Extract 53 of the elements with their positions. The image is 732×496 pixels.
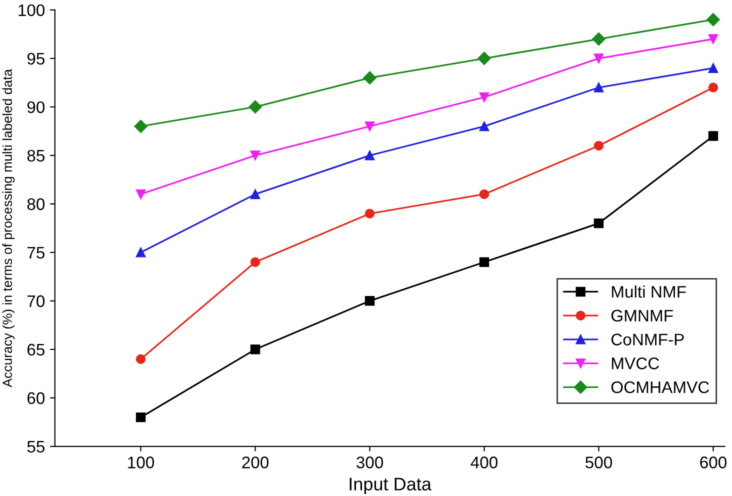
legend-label: GMNMF bbox=[611, 310, 673, 322]
point bbox=[594, 82, 604, 92]
y-tick-label: 80 bbox=[27, 198, 45, 210]
y-tick-label: 65 bbox=[27, 344, 44, 356]
x-tick-label: 200 bbox=[242, 456, 269, 468]
y-tick-label: 90 bbox=[27, 101, 45, 114]
y-tick-label: 95 bbox=[27, 52, 44, 65]
point bbox=[592, 32, 606, 46]
y-tick-label: 100 bbox=[18, 4, 45, 16]
point bbox=[708, 34, 718, 44]
point bbox=[364, 208, 375, 218]
x-tick-label: 500 bbox=[586, 456, 612, 468]
y-tick-label: 70 bbox=[27, 295, 45, 308]
point bbox=[364, 150, 375, 160]
point bbox=[594, 54, 604, 64]
point bbox=[708, 82, 718, 92]
point bbox=[250, 257, 260, 267]
point bbox=[479, 92, 490, 102]
x-tick-label: 300 bbox=[356, 456, 384, 468]
y-tick-label: 60 bbox=[27, 392, 45, 404]
point bbox=[708, 131, 718, 141]
point bbox=[478, 52, 491, 66]
point bbox=[479, 121, 490, 132]
point bbox=[706, 13, 720, 26]
point bbox=[134, 120, 148, 133]
y-axis-title: Accuracy (%) in terms of processing multi labeled data bbox=[2, 69, 15, 388]
legend-label: OCMHAMVC bbox=[611, 381, 710, 394]
point bbox=[363, 71, 376, 84]
point bbox=[250, 189, 260, 200]
y-tick-label: 55 bbox=[27, 440, 44, 453]
point bbox=[136, 354, 146, 364]
legend-label: MVCC bbox=[612, 358, 660, 370]
point bbox=[250, 150, 260, 160]
legend-label: Multi NMF bbox=[612, 285, 686, 298]
x-tick-label: 100 bbox=[128, 456, 154, 468]
point bbox=[136, 412, 146, 422]
x-tick-label: 600 bbox=[700, 456, 726, 468]
y-tick-label: 85 bbox=[27, 150, 44, 162]
legend-label: CoNMF-P bbox=[611, 334, 684, 346]
point bbox=[594, 140, 604, 151]
point bbox=[479, 257, 490, 267]
point bbox=[594, 218, 604, 228]
point bbox=[364, 121, 375, 132]
point bbox=[479, 189, 490, 200]
point bbox=[136, 189, 146, 200]
y-tick-label: 75 bbox=[27, 246, 44, 259]
point bbox=[708, 63, 718, 73]
x-axis-title: Input Data bbox=[350, 478, 432, 494]
point bbox=[364, 296, 375, 306]
point bbox=[250, 344, 260, 354]
point bbox=[248, 100, 262, 114]
point bbox=[136, 248, 146, 258]
x-tick-label: 400 bbox=[470, 456, 498, 468]
